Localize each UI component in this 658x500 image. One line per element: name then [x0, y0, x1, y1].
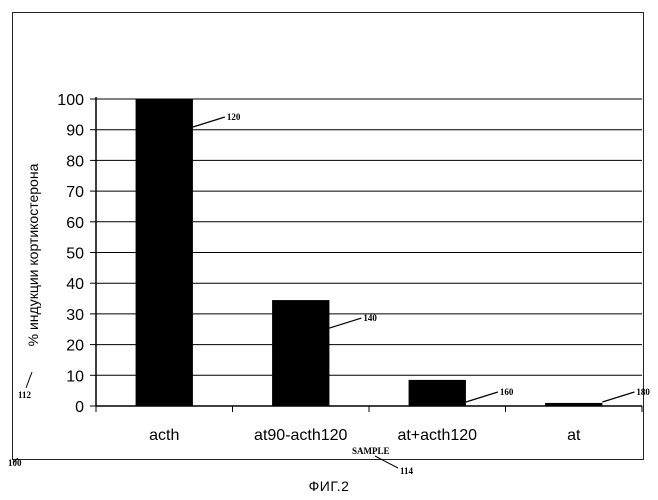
x-tick-label-at: at [567, 427, 581, 444]
x-tick-label-acth: acth [149, 427, 179, 444]
y-tick-label-100: 100 [57, 92, 84, 109]
sample-label: SAMPLE [352, 446, 390, 456]
ref-leader-160 [466, 392, 498, 402]
y-tick-label-80: 80 [66, 153, 84, 170]
ref-leader-120 [193, 117, 225, 127]
y-tick-label-50: 50 [66, 246, 84, 263]
x-tick-labels: acth at90-acth120 at+acth120 at [149, 427, 581, 444]
y-tick-label-40: 40 [66, 276, 84, 293]
ref-120: 120 [227, 112, 241, 122]
y-tick-label-90: 90 [66, 123, 84, 140]
bar-at90-acth120 [272, 300, 329, 406]
ref-114-leader [375, 456, 398, 468]
y-tick-label-20: 20 [66, 338, 84, 355]
bar-at+acth120 [409, 380, 466, 406]
x-tick-label-at90-acth120: at90-acth120 [254, 427, 348, 444]
y-tick-labels: 0 10 20 30 40 50 60 70 80 90 100 [57, 92, 84, 416]
x-tick-label-at+acth120: at+acth120 [397, 427, 477, 444]
ref-112-leader [26, 372, 32, 388]
figure-caption: ФИГ.2 [0, 478, 658, 494]
bar-acth [136, 99, 193, 406]
y-tick-label-0: 0 [75, 399, 84, 416]
ref-160: 160 [500, 387, 514, 397]
ref-114: 114 [400, 466, 414, 476]
y-tick-label-60: 60 [66, 215, 84, 232]
ref-leader-180 [602, 392, 634, 402]
ref-180: 180 [636, 387, 650, 397]
y-tick-label-10: 10 [66, 368, 84, 385]
y-axis-label: % индукции кортикостерона [25, 163, 41, 346]
ref-100: 100 [8, 458, 22, 468]
reference-leaders: 120 140 160 180 [193, 112, 651, 402]
bar-at [545, 403, 602, 406]
ref-112: 112 [18, 390, 32, 400]
ref-140: 140 [363, 313, 377, 323]
y-tick-label-70: 70 [66, 184, 84, 201]
ref-leader-140 [329, 318, 361, 328]
y-tick-label-30: 30 [66, 307, 84, 324]
